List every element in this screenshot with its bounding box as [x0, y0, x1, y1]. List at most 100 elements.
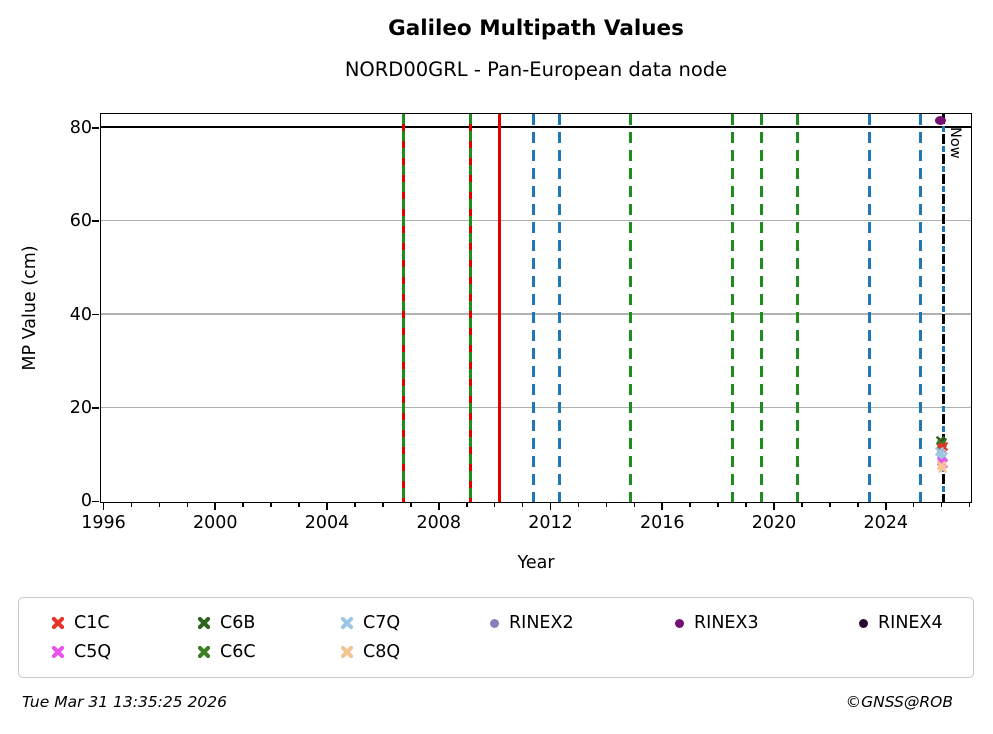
now-line [941, 114, 945, 502]
event-line-blue-dashed [532, 114, 536, 502]
x-axis-tick [940, 503, 943, 507]
x-axis-tick [242, 503, 245, 507]
circle-marker-icon [675, 618, 684, 628]
plot-timestamp: Tue Mar 31 13:35:25 2026 [22, 693, 228, 711]
y-tick-label: 80 [69, 117, 92, 138]
legend-label: RINEX3 [694, 613, 759, 633]
legend-item-C8Q: C8Q [341, 642, 490, 662]
x-axis-tick [493, 503, 496, 507]
data-point-C8Q [938, 458, 947, 473]
x-marker-icon [198, 646, 210, 658]
event-line-green-red-dashed [402, 114, 406, 502]
x-axis-tick [326, 503, 328, 510]
plot-area: Now [100, 113, 972, 503]
x-axis-tick [717, 503, 719, 507]
event-line-blue-dashed [557, 114, 561, 502]
y-gridline [101, 313, 971, 315]
x-axis-tick [801, 503, 803, 507]
x-tick-label: 2012 [528, 513, 573, 533]
y-axis-tick [92, 407, 99, 409]
copyright-credit: ©GNSS@ROB [845, 693, 953, 711]
event-line-red-solid [497, 114, 501, 502]
event-line-green-red-dashed [469, 114, 473, 502]
x-axis-tick [577, 503, 580, 507]
legend-item-C5Q: C5Q [52, 642, 198, 662]
legend-item-RINEX3: RINEX3 [675, 613, 859, 633]
x-tick-label: 2008 [416, 513, 462, 533]
legend-label: C5Q [74, 642, 112, 662]
legend-label: RINEX2 [509, 613, 574, 633]
legend-item-RINEX2: RINEX2 [490, 613, 675, 633]
x-axis-tick [689, 503, 691, 507]
legend-label: C7Q [363, 613, 401, 633]
legend-label: RINEX4 [878, 613, 943, 633]
legend-label: C6B [220, 613, 256, 633]
event-line-green-dashed [628, 114, 632, 502]
legend-item-C6C: C6C [198, 642, 341, 662]
x-axis-tick [605, 503, 608, 507]
x-marker-icon [341, 617, 353, 629]
x-axis-tick [521, 503, 524, 507]
circle-marker-icon [490, 618, 499, 628]
event-line-green-dashed [730, 114, 734, 502]
event-line-blue-dashed [919, 114, 923, 502]
legend-item-C7Q: C7Q [341, 613, 490, 633]
data-point-RINEX3 [934, 115, 946, 125]
x-axis-tick [437, 503, 440, 510]
x-marker-icon [52, 617, 64, 629]
event-line-blue-dashed [868, 114, 871, 502]
x-tick-label: 2016 [639, 513, 685, 533]
legend-item-C1C: C1C [52, 613, 198, 633]
x-marker-icon [52, 646, 64, 658]
x-tick-label: 2024 [863, 513, 909, 533]
x-axis-tick [884, 503, 887, 510]
x-tick-label: 2004 [304, 513, 350, 533]
x-axis-tick [298, 503, 300, 507]
x-axis-tick [829, 503, 831, 507]
y-axis-tick [92, 126, 99, 129]
x-axis-tick [382, 503, 384, 507]
legend-label: C6C [220, 642, 256, 662]
y-tick-label: 60 [69, 211, 92, 232]
legend-label: C1C [74, 613, 110, 633]
x-axis-tick [968, 503, 971, 507]
legend-label: C8Q [363, 642, 401, 662]
y-axis-tick [92, 500, 99, 503]
x-marker-icon [198, 617, 210, 629]
x-axis-tick [270, 503, 272, 507]
x-axis-tick [354, 503, 356, 507]
event-line-green-dashed [795, 114, 799, 502]
x-axis-tick [549, 503, 552, 510]
y-tick-label: 20 [69, 397, 92, 418]
y-gridline [101, 219, 971, 222]
y-gridline [101, 406, 971, 409]
x-marker-icon [341, 646, 353, 658]
x-axis-tick [465, 503, 468, 507]
circle-marker-icon [859, 618, 868, 628]
x-tick-label: 1996 [81, 513, 126, 533]
x-axis-tick [857, 503, 859, 507]
x-axis-tick [214, 503, 217, 510]
x-axis-tick [633, 503, 636, 507]
legend-box: C1C C6B C7Q RINEX2 RINEX3 RINEX4 C5Q C6C C8Q [18, 597, 974, 678]
legend-item-C6B: C6B [198, 613, 341, 633]
x-axis-tick [102, 503, 105, 510]
event-line-green-dashed [760, 114, 764, 502]
legend-item-RINEX4: RINEX4 [859, 613, 973, 633]
threshold-line-80 [101, 125, 971, 129]
x-axis-tick [912, 503, 915, 507]
y-axis-label: MP Value (cm) [20, 245, 40, 371]
x-axis-tick [661, 503, 664, 510]
y-axis-tick [92, 313, 99, 316]
x-axis-tick [158, 503, 161, 507]
chart-title: Galileo Multipath Values [388, 16, 684, 41]
x-axis-tick [186, 503, 189, 507]
x-tick-label: 2020 [751, 513, 797, 533]
y-tick-label: 40 [69, 304, 92, 325]
now-line-label: Now [947, 127, 963, 159]
x-axis-tick [410, 503, 412, 507]
chart-subtitle: NORD00GRL - Pan-European data node [344, 58, 728, 81]
y-axis-tick [92, 220, 99, 222]
y-tick-label: 0 [80, 491, 92, 512]
x-axis-tick [773, 503, 775, 510]
